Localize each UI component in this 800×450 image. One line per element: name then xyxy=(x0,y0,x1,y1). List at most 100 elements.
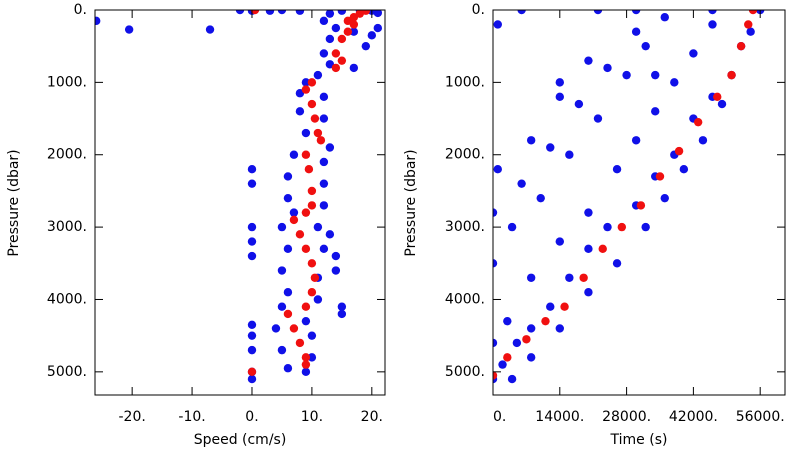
data-point xyxy=(277,345,287,355)
data-point xyxy=(526,273,536,282)
data-point xyxy=(205,25,215,34)
data-point xyxy=(307,201,317,210)
data-point xyxy=(641,222,650,232)
data-point xyxy=(283,309,293,319)
data-point xyxy=(247,374,257,384)
data-point xyxy=(319,92,329,102)
data-point xyxy=(598,244,607,254)
data-point xyxy=(289,208,299,217)
data-point xyxy=(541,316,550,326)
data-point xyxy=(283,288,293,297)
data-point xyxy=(313,128,323,138)
data-point xyxy=(708,20,717,29)
data-point xyxy=(247,320,257,330)
data-point xyxy=(584,244,593,254)
x-tick-label: 10. xyxy=(301,409,323,425)
data-point xyxy=(565,150,574,159)
data-point xyxy=(331,251,341,261)
data-point xyxy=(325,34,335,44)
data-point xyxy=(361,41,371,51)
data-point xyxy=(247,179,257,188)
data-point xyxy=(526,324,536,333)
y-tick-label: 1000. xyxy=(47,74,87,90)
data-point xyxy=(247,367,257,377)
x-tick-label: 0. xyxy=(493,409,506,425)
data-point xyxy=(295,338,305,348)
data-point xyxy=(517,10,526,15)
data-point xyxy=(301,78,311,87)
data-point xyxy=(727,70,736,80)
data-point xyxy=(247,251,257,261)
data-point xyxy=(277,266,287,275)
data-point xyxy=(295,107,305,116)
y-tick-label: 5000. xyxy=(47,364,87,380)
data-point xyxy=(503,353,512,362)
data-point xyxy=(337,56,347,65)
data-point xyxy=(579,273,588,282)
data-point xyxy=(313,295,323,304)
y-tick-label: 4000. xyxy=(47,291,87,307)
x-tick-label: 28000. xyxy=(602,409,651,425)
y-tick-label: 3000. xyxy=(445,219,485,235)
data-point xyxy=(319,244,329,254)
data-point xyxy=(507,222,517,232)
data-point xyxy=(247,165,257,174)
data-point xyxy=(310,273,320,282)
data-point xyxy=(301,367,311,377)
data-point xyxy=(555,324,564,333)
data-point xyxy=(319,157,329,167)
data-point xyxy=(526,353,536,362)
data-point xyxy=(337,34,347,44)
data-point xyxy=(367,31,377,40)
data-point xyxy=(301,353,311,362)
data-point xyxy=(277,302,287,311)
data-point xyxy=(631,136,641,145)
data-point xyxy=(301,302,311,311)
data-point xyxy=(349,63,359,73)
data-point xyxy=(265,10,275,15)
data-point xyxy=(331,63,341,73)
data-point xyxy=(622,70,631,80)
y-tick-label: 0. xyxy=(74,2,87,18)
data-point xyxy=(295,10,305,15)
data-point xyxy=(651,70,660,80)
data-point xyxy=(325,143,335,152)
data-point xyxy=(493,208,498,217)
data-point xyxy=(584,208,593,217)
y-tick-label: 2000. xyxy=(445,147,485,163)
data-point xyxy=(319,16,329,26)
data-point xyxy=(283,172,293,181)
data-point xyxy=(301,128,311,138)
x-tick-label: -10. xyxy=(178,409,205,425)
data-point xyxy=(295,230,305,239)
data-point xyxy=(301,208,311,217)
data-point xyxy=(307,353,317,362)
data-point xyxy=(325,230,335,239)
data-point xyxy=(546,302,555,311)
data-point xyxy=(512,338,522,348)
data-point xyxy=(593,10,603,15)
data-point xyxy=(493,371,498,380)
x-tick-label: -20. xyxy=(118,409,145,425)
data-point xyxy=(307,99,317,109)
data-point xyxy=(603,222,612,232)
data-point xyxy=(95,16,101,26)
data-point xyxy=(310,114,320,123)
x-tick-label: 56000. xyxy=(736,409,785,425)
data-point xyxy=(641,41,650,51)
data-point xyxy=(526,136,536,145)
data-point xyxy=(617,222,627,232)
data-point xyxy=(301,360,311,369)
data-point xyxy=(744,20,753,29)
x-tick-label: 42000. xyxy=(669,409,718,425)
x-tick-label: 0. xyxy=(245,409,258,425)
data-point xyxy=(660,13,669,22)
data-point xyxy=(307,259,317,268)
data-point xyxy=(277,222,287,232)
data-point xyxy=(746,27,755,36)
data-point xyxy=(283,193,293,203)
data-point xyxy=(277,10,287,15)
y-tick-label: 5000. xyxy=(445,364,485,380)
data-point xyxy=(748,10,758,15)
y-tick-label: 0. xyxy=(472,2,485,18)
